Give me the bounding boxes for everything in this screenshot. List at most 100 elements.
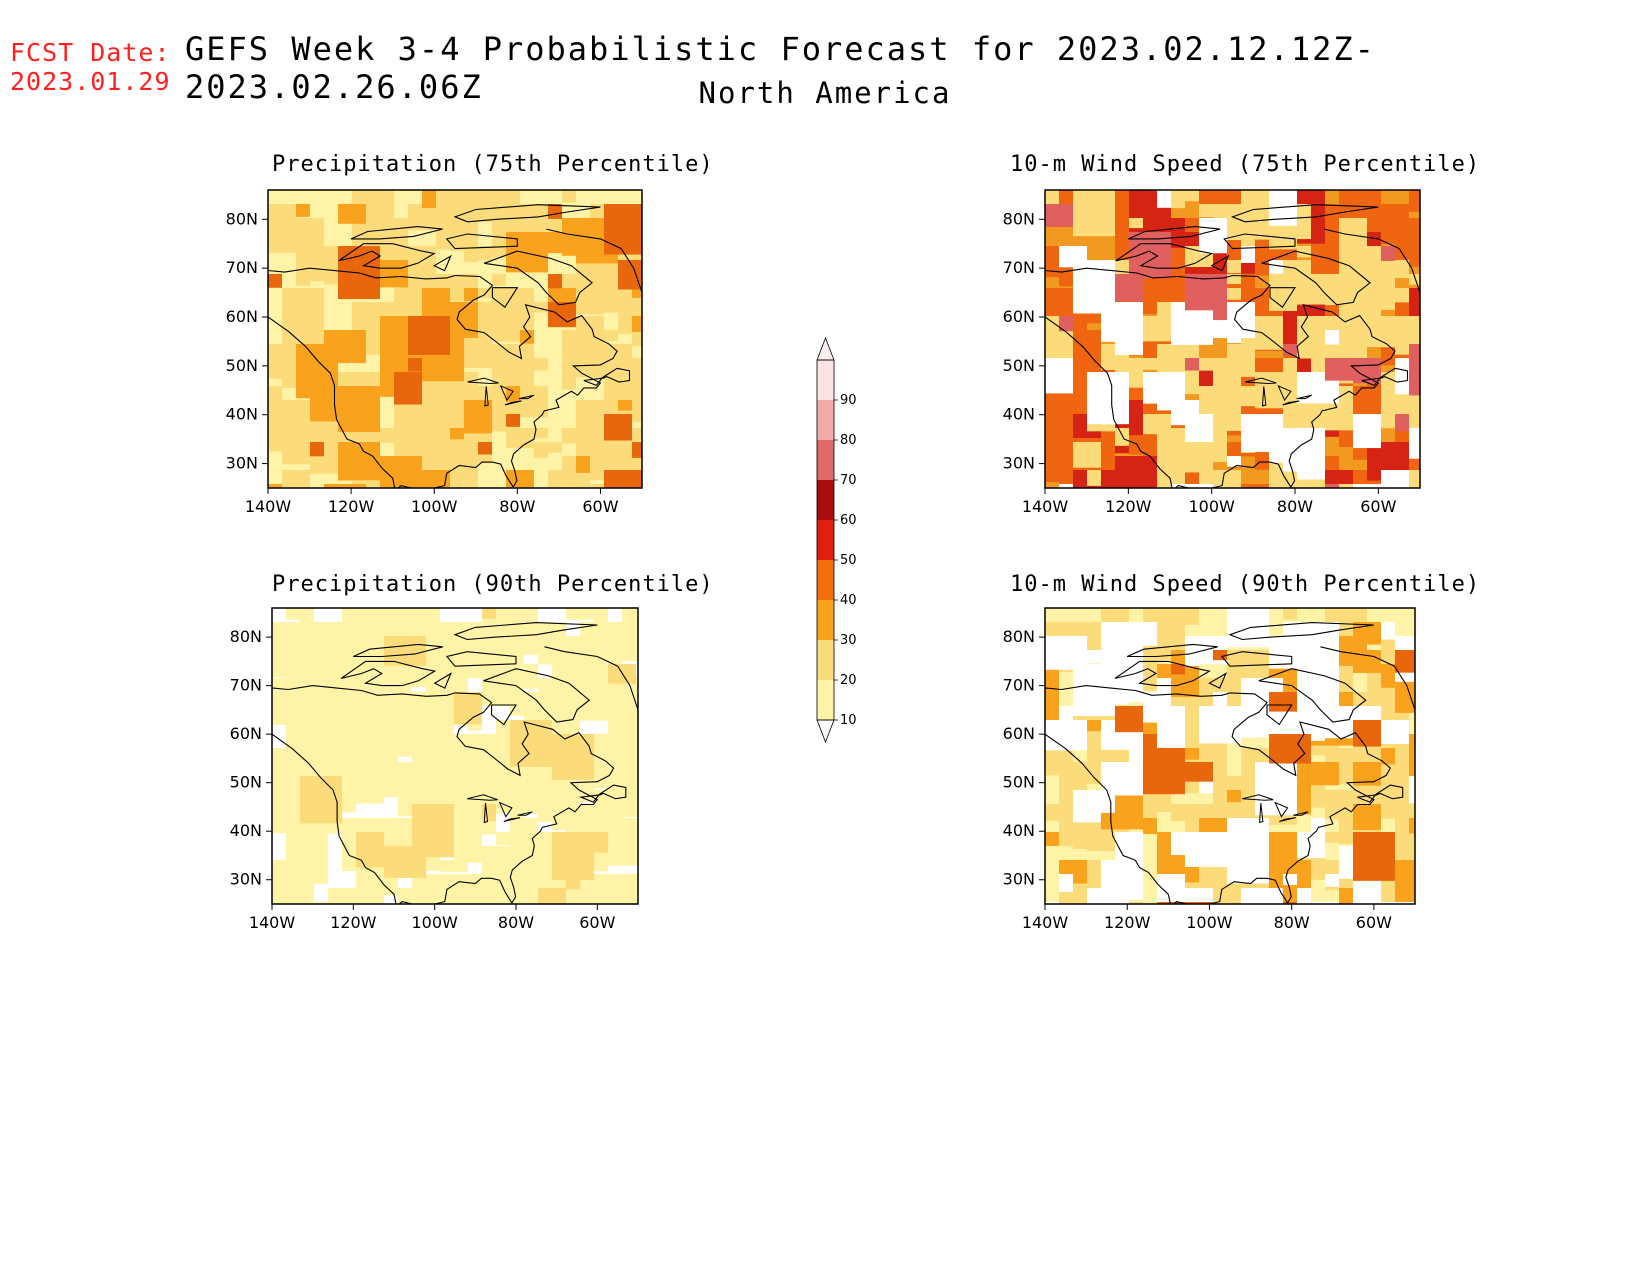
lat-label: 30N bbox=[1003, 870, 1035, 889]
lat-label: 70N bbox=[230, 676, 262, 695]
lat-label: 30N bbox=[226, 454, 258, 473]
lon-label: 100W bbox=[1188, 497, 1235, 516]
island-outline bbox=[1261, 250, 1371, 306]
great-lake bbox=[517, 811, 533, 816]
great-lake bbox=[1282, 400, 1300, 406]
island-outline bbox=[445, 233, 518, 250]
island-outline bbox=[1128, 226, 1221, 240]
colorbar-bottom-arrow bbox=[816, 719, 835, 744]
greenland-coast bbox=[1324, 228, 1420, 295]
island-outline bbox=[1230, 204, 1379, 223]
colorbar-label: 90 bbox=[840, 393, 857, 408]
lon-label: 140W bbox=[249, 913, 296, 932]
coastline bbox=[1045, 685, 1391, 904]
colorbar: 10 20 30 40 50 60 70 80 90 bbox=[816, 336, 857, 744]
colorbar-top-arrow bbox=[816, 336, 835, 361]
great-lake bbox=[1279, 817, 1296, 822]
great-lake bbox=[1242, 794, 1274, 801]
great-lake bbox=[467, 377, 499, 385]
island-outline bbox=[483, 250, 593, 306]
lon-label: 80W bbox=[499, 497, 535, 516]
island-outline bbox=[1114, 660, 1211, 687]
island-outline bbox=[483, 668, 591, 723]
great-lake bbox=[499, 384, 514, 402]
panel-title-precip75: Precipitation (75th Percentile) bbox=[272, 152, 714, 177]
island-outline bbox=[1258, 668, 1367, 723]
colorbar-label: 40 bbox=[840, 593, 857, 608]
colorbar-segment bbox=[817, 640, 834, 680]
lon-label: 100W bbox=[411, 497, 458, 516]
island-outline bbox=[1228, 622, 1374, 641]
great-lake bbox=[518, 394, 535, 400]
fcst-date-value: 2023.01.29 bbox=[10, 67, 171, 96]
colorbar-segment bbox=[817, 360, 834, 400]
lon-label: 60W bbox=[1360, 497, 1396, 516]
lat-label: 60N bbox=[226, 307, 258, 326]
colorbar-segment bbox=[817, 680, 834, 720]
lat-label: 40N bbox=[1003, 405, 1035, 424]
great-lake bbox=[503, 817, 521, 822]
island-outline bbox=[1208, 672, 1228, 689]
colorbar-segment bbox=[817, 400, 834, 440]
shaded-field-precip75 bbox=[268, 190, 642, 488]
map-frame bbox=[271, 607, 639, 905]
coastline bbox=[268, 267, 618, 488]
lon-label: 140W bbox=[1022, 497, 1069, 516]
map-panel-wind75: 80N 70N 60N 50N 40N 30N 140W 120W 100W 80W 60W bbox=[1003, 189, 1421, 516]
island-outline bbox=[1210, 254, 1230, 272]
island-outline bbox=[445, 651, 517, 667]
island-outline bbox=[1220, 651, 1293, 667]
lat-label: 40N bbox=[230, 821, 262, 840]
lat-label: 60N bbox=[1003, 724, 1035, 743]
panel-title-wind75: 10-m Wind Speed (75th Percentile) bbox=[1010, 152, 1481, 177]
shaded-field-precip90 bbox=[272, 608, 638, 904]
great-lake bbox=[1274, 801, 1289, 818]
greenland-coast bbox=[544, 646, 638, 712]
lat-label: 30N bbox=[1003, 454, 1035, 473]
lat-label: 80N bbox=[1003, 627, 1035, 646]
colorbar-segment bbox=[817, 440, 834, 480]
lon-label: 100W bbox=[411, 913, 458, 932]
colorbar-label: 70 bbox=[840, 473, 857, 488]
colorbar-label: 80 bbox=[840, 433, 857, 448]
lon-label: 140W bbox=[1022, 913, 1069, 932]
island-outline bbox=[353, 643, 443, 658]
map-frame bbox=[267, 189, 643, 489]
island-outline bbox=[1223, 233, 1296, 250]
great-lake bbox=[504, 400, 522, 406]
lon-label: 120W bbox=[1104, 913, 1151, 932]
island-outline bbox=[1266, 704, 1293, 726]
lat-label: 50N bbox=[226, 356, 258, 375]
great-lake bbox=[498, 801, 513, 818]
lon-label: 140W bbox=[245, 497, 292, 516]
greenland-coast bbox=[1320, 646, 1415, 712]
lon-label: 120W bbox=[328, 497, 375, 516]
great-lake bbox=[1296, 394, 1312, 400]
great-lake bbox=[483, 803, 489, 824]
island-outline bbox=[1357, 784, 1404, 803]
island-outline bbox=[433, 254, 452, 272]
great-lake bbox=[467, 794, 498, 801]
lat-label: 40N bbox=[1003, 821, 1035, 840]
lat-label: 30N bbox=[230, 870, 262, 889]
map-panel-wind90: 80N 70N 60N 50N 40N 30N 140W 120W 100W 80W 60W bbox=[1003, 607, 1416, 932]
lat-label: 70N bbox=[1003, 258, 1035, 277]
great-lake bbox=[1244, 377, 1277, 385]
map-panel-precip90: 80N 70N 60N 50N 40N 30N 140W 120W 100W 80W 60W bbox=[230, 607, 639, 932]
lon-label: 60W bbox=[579, 913, 615, 932]
panel-title-precip90: Precipitation (90th Percentile) bbox=[272, 572, 714, 597]
lon-label: 60W bbox=[1356, 913, 1392, 932]
lat-label: 80N bbox=[226, 209, 258, 228]
greenland-coast bbox=[546, 228, 642, 295]
lon-label: 80W bbox=[498, 913, 534, 932]
region-subtitle: North America bbox=[698, 76, 952, 110]
lat-label: 50N bbox=[1003, 773, 1035, 792]
island-outline bbox=[350, 226, 443, 240]
coastline bbox=[1045, 267, 1396, 488]
colorbar-label: 50 bbox=[840, 553, 857, 568]
island-outline bbox=[578, 784, 627, 803]
island-outline bbox=[1115, 243, 1214, 269]
great-lake bbox=[1293, 811, 1309, 816]
lat-label: 70N bbox=[226, 258, 258, 277]
